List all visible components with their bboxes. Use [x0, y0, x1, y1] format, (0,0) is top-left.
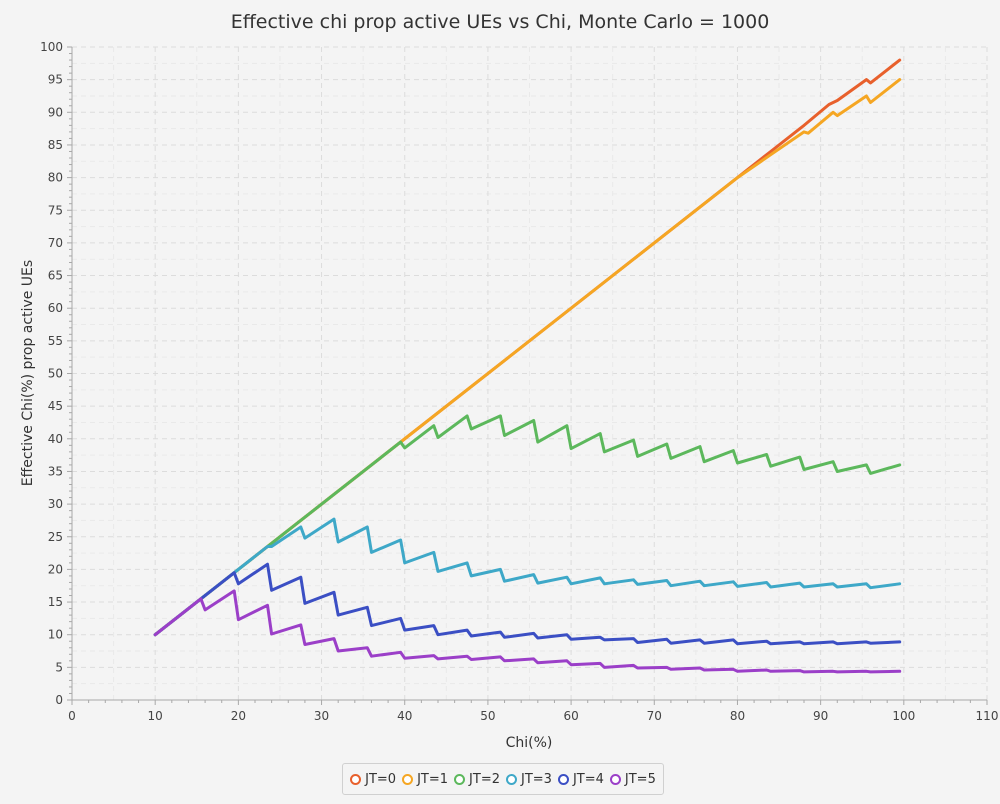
legend-item[interactable]: JT=2: [454, 772, 500, 787]
legend-label: JT=2: [469, 771, 500, 787]
legend-marker-icon: [402, 773, 414, 785]
legend-label: JT=0: [365, 771, 397, 787]
x-tick-label: 80: [730, 709, 745, 723]
y-tick-label: 5: [55, 660, 63, 674]
x-tick-label: 90: [813, 709, 828, 723]
legend-marker-icon: [609, 773, 621, 785]
y-tick-label: 75: [48, 203, 63, 217]
legend-item[interactable]: JT=0: [350, 772, 396, 787]
x-tick-label: 100: [892, 709, 915, 723]
y-tick-label: 0: [55, 693, 63, 707]
y-tick-label: 55: [48, 334, 63, 348]
legend-marker-icon: [506, 773, 517, 785]
series-line-jt-2: [153, 414, 902, 637]
legend-marker-icon: [557, 773, 569, 785]
x-tick-label: 70: [647, 709, 662, 723]
y-axis-label: Effective Chi(%) prop active UEs: [20, 260, 36, 486]
y-tick-label: 35: [48, 464, 63, 478]
series-line-jt-5: [153, 589, 902, 674]
y-tick-label: 15: [48, 595, 63, 609]
legend-item[interactable]: JT=3: [506, 772, 552, 787]
legend-label: JT=4: [572, 771, 604, 787]
x-tick-label: 30: [314, 709, 329, 723]
y-tick-label: 90: [48, 105, 63, 119]
x-axis-label: Chi(%): [506, 735, 553, 751]
x-tick-label: 10: [148, 709, 163, 723]
legend-item[interactable]: JT=1: [402, 772, 448, 787]
series-lines: [153, 58, 902, 674]
legend-marker-icon: [350, 773, 362, 785]
y-tick-label: 100: [40, 40, 63, 54]
y-tick-label: 20: [48, 562, 63, 576]
y-tick-label: 10: [48, 628, 63, 642]
y-tick-label: 45: [48, 399, 63, 413]
series-line-jt-3: [153, 517, 902, 637]
y-tick-label: 30: [48, 497, 63, 511]
x-tick-label: 60: [563, 709, 578, 723]
legend-label: JT=1: [417, 771, 449, 787]
x-tick-label: 0: [68, 709, 76, 723]
grid-lines: [72, 46, 988, 700]
y-tick-label: 80: [48, 171, 63, 185]
x-tick-label: 110: [976, 709, 999, 723]
legend: JT=0 JT=1 JT=2 JT=3 JT=4 JT=5: [342, 763, 664, 795]
x-tick-label: 20: [231, 709, 246, 723]
chart-title: Effective chi prop active UEs vs Chi, Mo…: [231, 11, 770, 33]
y-tick-label: 85: [48, 138, 63, 152]
series-line-jt-4: [153, 562, 902, 646]
y-tick-label: 70: [48, 236, 63, 250]
y-tick-label: 40: [48, 432, 63, 446]
y-tick-label: 25: [48, 530, 63, 544]
y-tick-label: 50: [48, 367, 63, 381]
legend-item[interactable]: JT=4: [557, 771, 604, 787]
axes: 0 10 20 30 40 50 60 70 80 90 100 110 0 5 10 15 20 25 30 35 4…: [40, 40, 998, 723]
y-tick-label: 95: [48, 73, 63, 87]
legend-marker-icon: [454, 773, 466, 785]
x-tick-label: 50: [480, 709, 495, 723]
legend-item[interactable]: JT=5: [609, 771, 656, 787]
legend-label: JT=5: [624, 771, 656, 787]
x-tick-label: 40: [397, 709, 412, 723]
y-tick-label: 60: [48, 301, 63, 315]
legend-label: JT=3: [521, 771, 552, 787]
series-line-jt-1: [153, 78, 902, 637]
y-tick-label: 65: [48, 269, 63, 283]
